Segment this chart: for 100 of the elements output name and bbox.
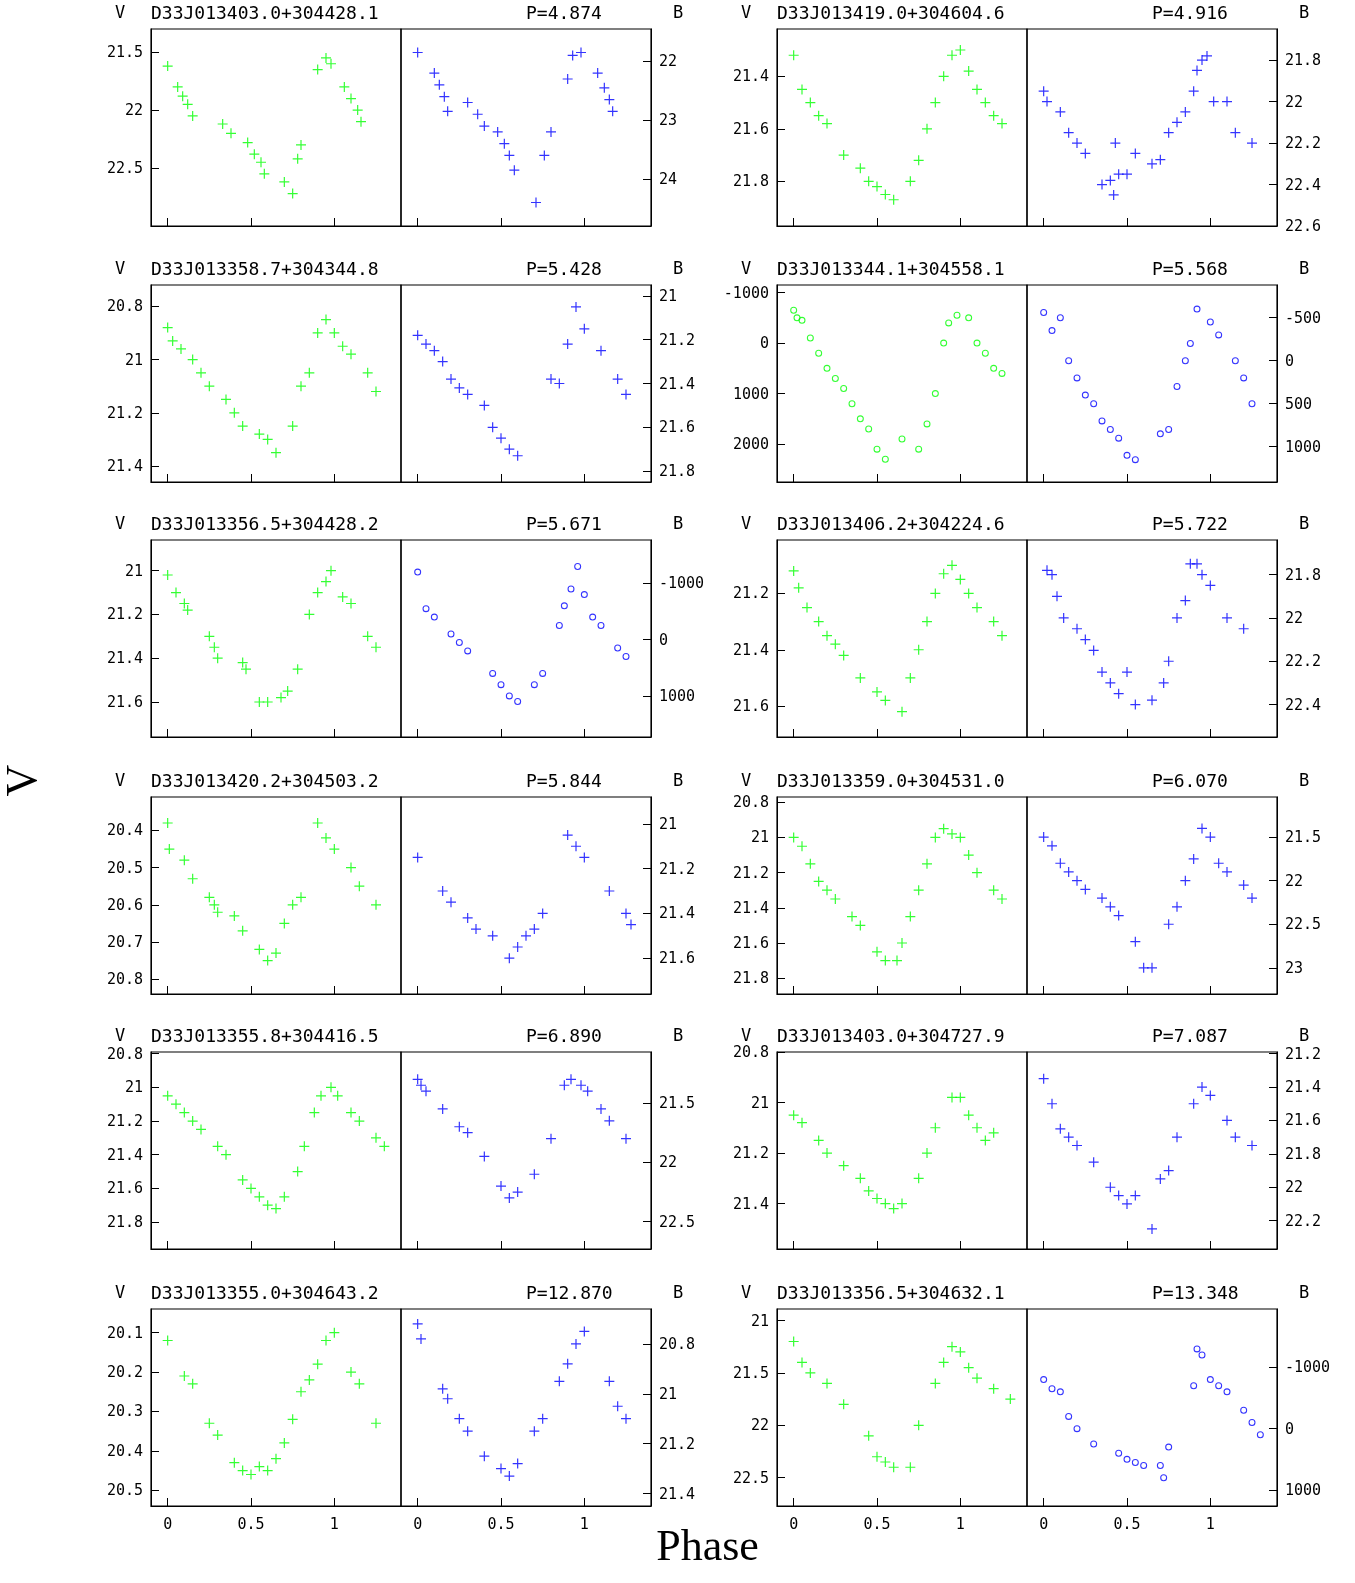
x-tick-label: 0 [413, 1514, 423, 1533]
point [1192, 558, 1202, 569]
point [797, 841, 807, 852]
point [1123, 1455, 1131, 1463]
point [1140, 1462, 1148, 1469]
point [1147, 158, 1157, 169]
point [1181, 357, 1189, 365]
y-tick-label: 21 [124, 1078, 143, 1097]
y2-tick-label: 21.2 [659, 330, 696, 349]
point [622, 653, 630, 660]
point [805, 1367, 816, 1378]
point [539, 669, 547, 677]
chart-title: D33J013355.0+304643.2 [151, 1281, 379, 1303]
point [1097, 179, 1107, 190]
point [945, 319, 953, 327]
y-tick-label: -1000 [723, 283, 769, 302]
point [1247, 138, 1257, 149]
point [898, 435, 906, 443]
chart-title: P=7.087 [1152, 1024, 1228, 1046]
y-tick-label: 21.2 [732, 863, 769, 882]
y2-tick-label: 21.6 [659, 949, 696, 968]
chart-title: D33J013356.5+304632.1 [777, 1281, 1005, 1303]
point [873, 445, 881, 453]
point [997, 894, 1007, 905]
x-tick-label: 0.5 [487, 1514, 515, 1533]
y2-tick-label: 21.5 [1285, 828, 1322, 847]
point [337, 591, 348, 602]
y2-tick-label: 21.2 [659, 859, 696, 878]
point [521, 930, 531, 941]
point [922, 616, 932, 627]
y-tick-label: 21.8 [732, 969, 769, 988]
point [446, 374, 456, 385]
point [596, 1103, 606, 1114]
point [1248, 400, 1256, 408]
point [571, 841, 581, 852]
y-tick-label: 2000 [732, 435, 769, 454]
point [414, 568, 422, 576]
y2-tick-label: 21.8 [1285, 1144, 1322, 1163]
point [915, 445, 923, 453]
y-axis-title: V [115, 1, 126, 22]
y-axis-title: V [741, 257, 752, 278]
y-tick-label: 20.4 [106, 1441, 143, 1460]
point [162, 61, 173, 72]
point [947, 50, 957, 61]
point [1222, 1115, 1232, 1126]
point [512, 941, 523, 952]
point [530, 681, 538, 689]
point [1192, 65, 1202, 76]
point [788, 565, 799, 576]
point [1202, 50, 1212, 61]
y2-tick-label: 21.4 [659, 904, 696, 923]
y-tick-label: 21.8 [732, 172, 769, 191]
point [276, 692, 286, 703]
y2-tick-label: 22 [1285, 608, 1304, 627]
point [1197, 569, 1207, 580]
point [196, 367, 206, 378]
point [897, 937, 907, 948]
point [296, 381, 306, 392]
point [430, 613, 438, 621]
point [271, 1453, 281, 1464]
point [1222, 96, 1232, 107]
x-tick-label: 0.5 [863, 1514, 891, 1533]
y2-tick-label: 21.5 [659, 1094, 696, 1113]
point [1156, 430, 1164, 438]
point [346, 862, 356, 873]
point [797, 1117, 807, 1128]
y2-tick-label: 24 [659, 169, 678, 188]
point [279, 176, 290, 187]
y2-tick-label: 1000 [659, 686, 696, 705]
point [555, 622, 563, 630]
y-tick-label: 21 [750, 1311, 769, 1330]
y2-tick-label: 21.4 [659, 374, 696, 393]
point [279, 1437, 290, 1448]
y-axis-title: V [115, 769, 126, 790]
point [164, 844, 175, 855]
point [589, 613, 597, 621]
y2-tick-label: 23 [659, 111, 678, 130]
y2-tick-label: 21.2 [1285, 1044, 1322, 1063]
y-tick-label: 20.3 [106, 1402, 143, 1421]
point [1222, 866, 1232, 877]
point [848, 400, 856, 408]
point [931, 390, 939, 398]
y-axis-title: V [741, 1281, 752, 1302]
point [815, 349, 823, 357]
point [187, 110, 198, 121]
point [321, 52, 331, 63]
y2-tick-label: 22.2 [1285, 652, 1322, 671]
y2-axis-title: B [673, 769, 684, 790]
y-tick-label: 21 [750, 828, 769, 847]
point [221, 1149, 231, 1160]
point [1065, 357, 1073, 365]
point [1256, 1431, 1264, 1439]
point [1147, 695, 1157, 706]
point [1048, 1385, 1056, 1393]
point [329, 844, 340, 855]
point [1222, 612, 1232, 623]
point [790, 306, 798, 314]
point [326, 1082, 336, 1093]
point [312, 327, 323, 338]
point [580, 591, 588, 599]
